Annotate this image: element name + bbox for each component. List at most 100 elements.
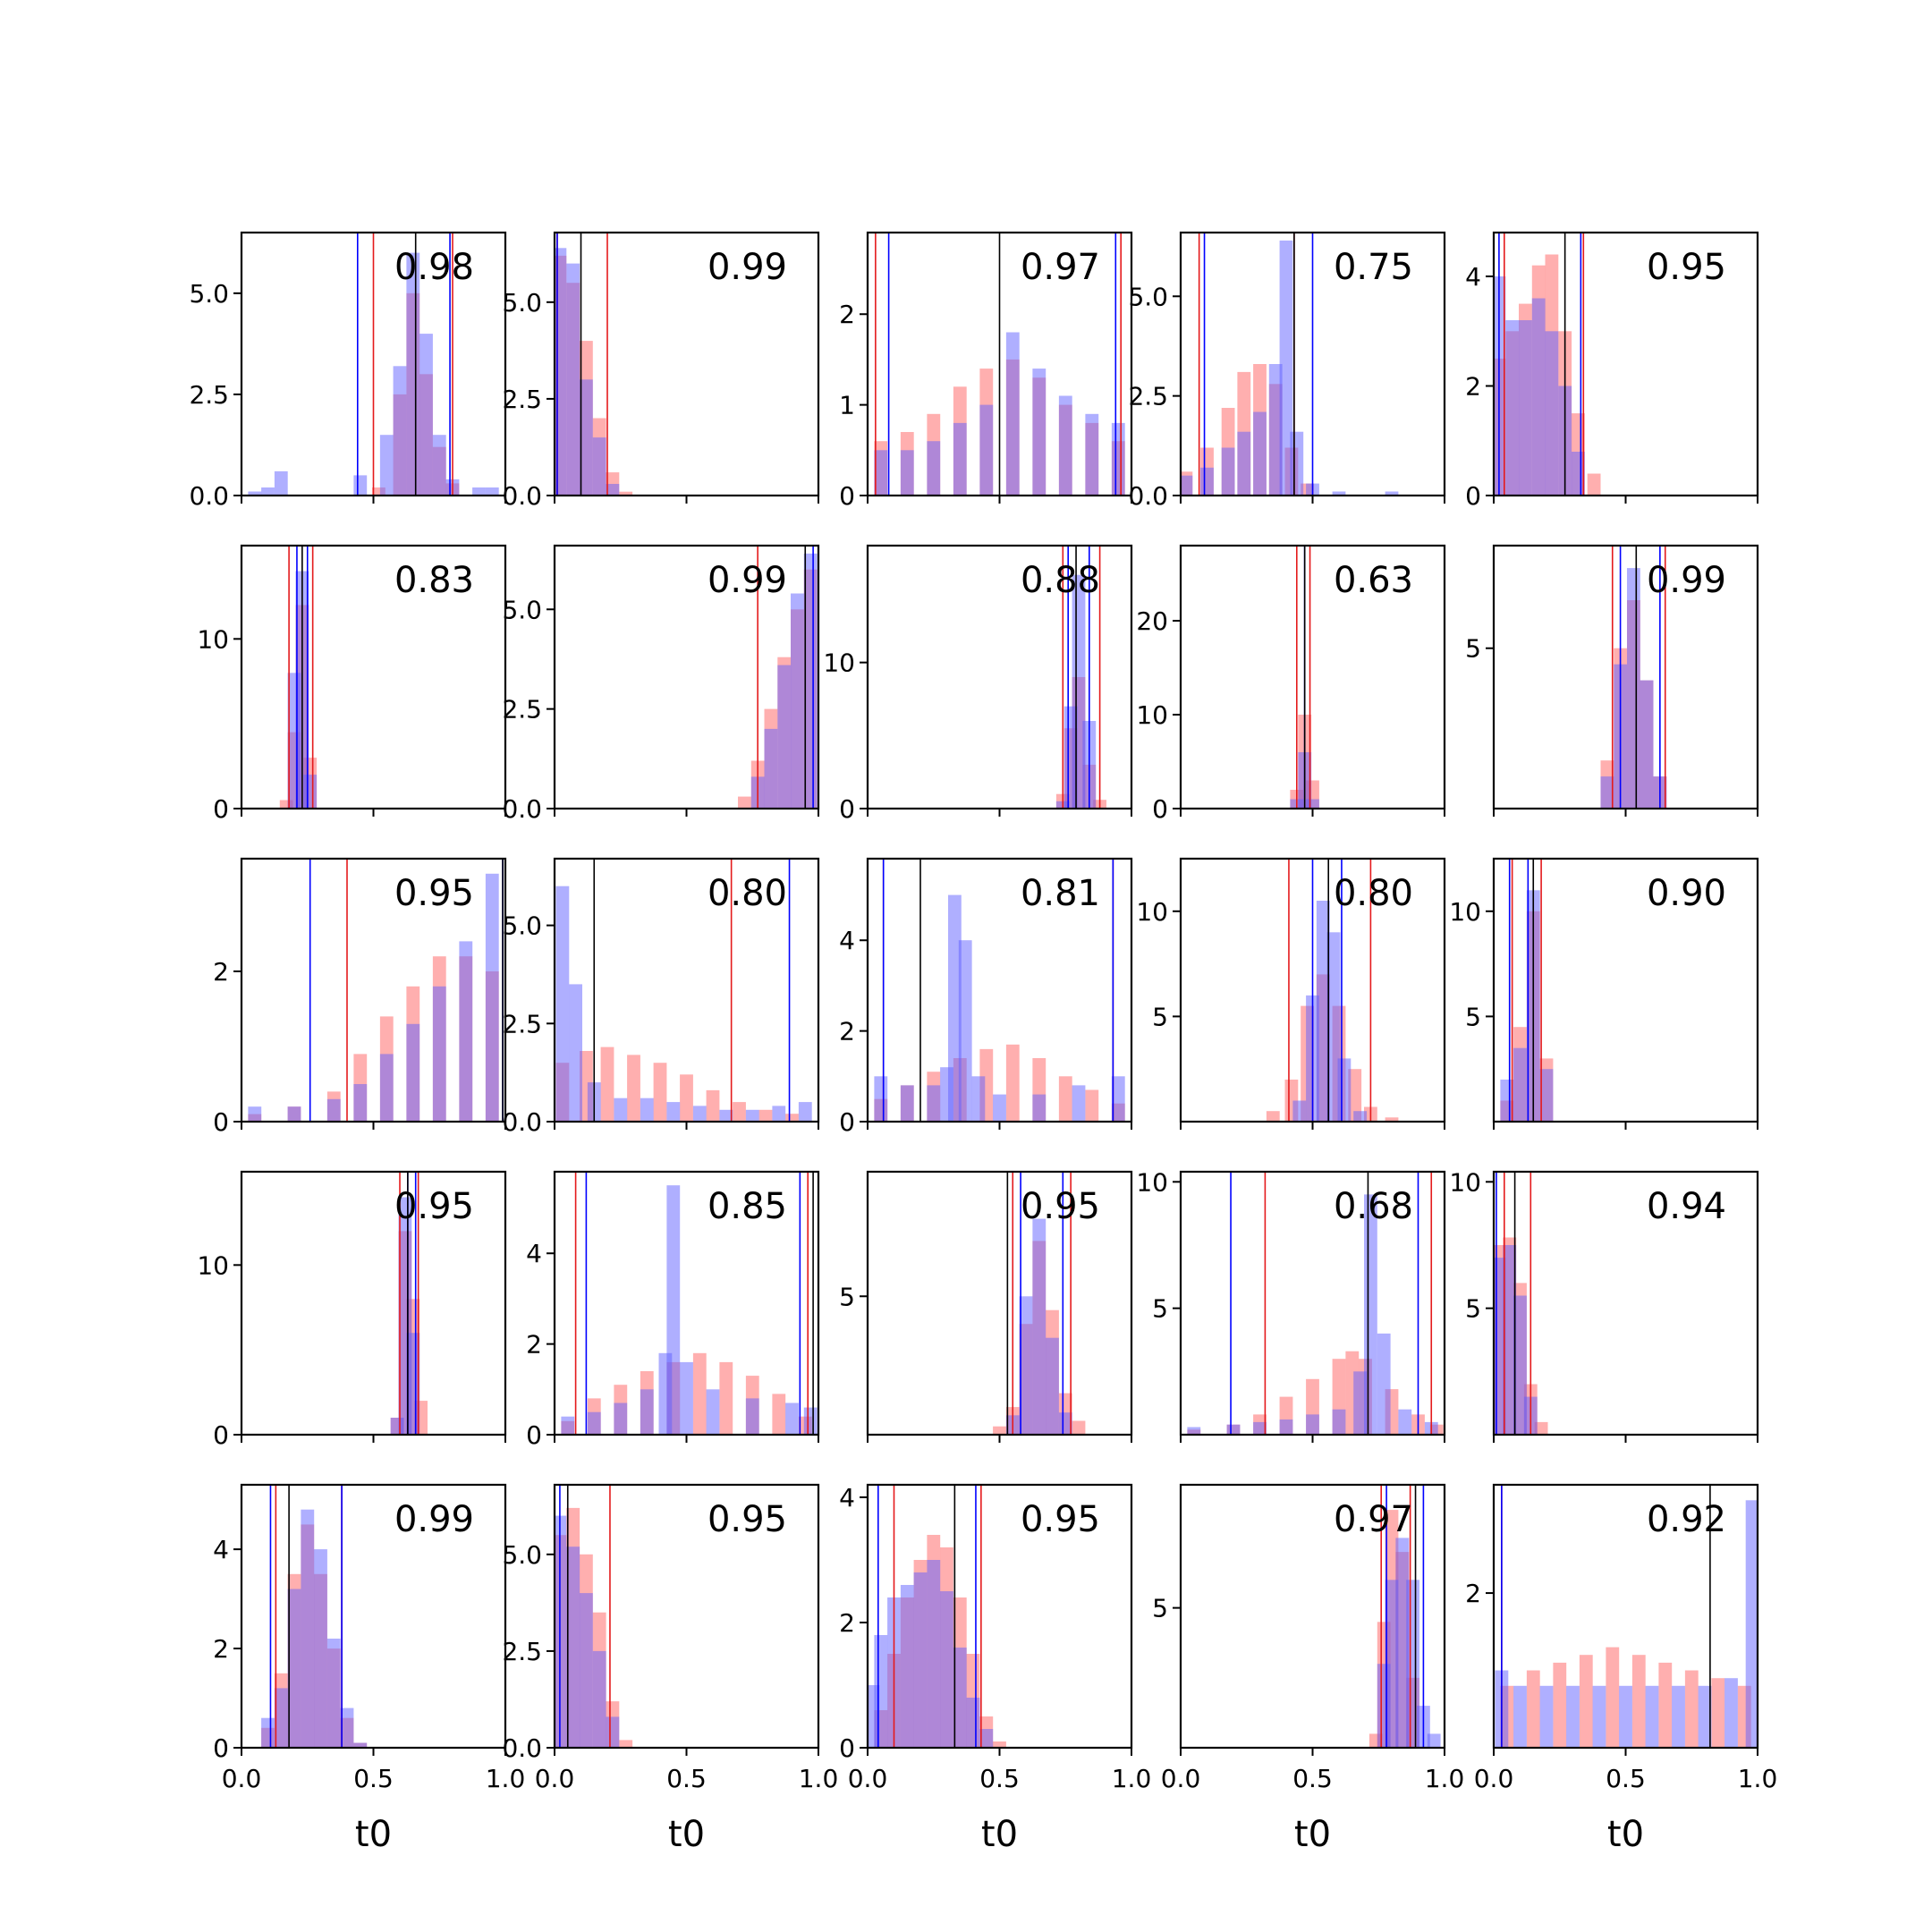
y-tick-label: 10 bbox=[823, 648, 855, 678]
blue-histogram-bar bbox=[379, 1054, 394, 1122]
blue-histogram-bar bbox=[592, 437, 606, 496]
subplot-14: 5 10 0.80 bbox=[1136, 857, 1446, 1130]
blue-histogram-bar bbox=[261, 487, 275, 496]
subplot-22: 0.0 2.5 5.0 0.0 0.5 1.0 0.95 t0 bbox=[502, 1483, 838, 1855]
y-tick-label: 2 bbox=[213, 1634, 229, 1664]
y-tick-label: 0 bbox=[526, 1420, 542, 1450]
y-tick-label: 4 bbox=[1465, 262, 1481, 292]
blue-histogram-bar bbox=[913, 1572, 928, 1748]
blue-histogram-bar bbox=[555, 248, 567, 496]
x-axis-label: t0 bbox=[355, 1814, 392, 1855]
y-tick-label: 4 bbox=[839, 1483, 855, 1513]
x-axis-label: t0 bbox=[1607, 1814, 1644, 1855]
y-tick-label: 5.0 bbox=[502, 288, 542, 318]
blue-histogram-bar bbox=[1539, 1069, 1554, 1122]
blue-histogram-bar bbox=[248, 1106, 262, 1122]
blue-histogram-bar bbox=[966, 1698, 980, 1748]
blue-histogram-bar bbox=[566, 1546, 580, 1748]
correlation-label: 0.97 bbox=[1021, 247, 1100, 288]
red-histogram-bar bbox=[600, 1046, 614, 1122]
blue-histogram-bar bbox=[459, 941, 473, 1122]
correlation-label: 0.94 bbox=[1647, 1186, 1726, 1227]
x-tick-label: 0.0 bbox=[535, 1764, 575, 1793]
blue-histogram-bar bbox=[666, 1185, 681, 1435]
red-histogram-bar bbox=[993, 1741, 1006, 1748]
y-tick-label: 0 bbox=[213, 1420, 229, 1450]
blue-histogram-bar bbox=[1181, 475, 1193, 496]
subplot-4: 0.0 2.5 5.0 0.75 bbox=[1128, 231, 1446, 511]
y-tick-label: 5.0 bbox=[502, 1540, 542, 1570]
red-histogram-bar bbox=[1587, 473, 1601, 496]
y-tick-label: 5 bbox=[1152, 1002, 1168, 1031]
subplot-12: 0.0 2.5 5.0 0.80 bbox=[502, 857, 820, 1137]
blue-histogram-bar bbox=[1592, 1685, 1606, 1748]
blue-histogram-bar bbox=[803, 1407, 818, 1435]
blue-histogram-bar bbox=[1503, 1245, 1517, 1435]
y-tick-label: 2.5 bbox=[502, 1637, 542, 1666]
correlation-label: 0.80 bbox=[708, 873, 787, 914]
blue-histogram-bar bbox=[1531, 298, 1546, 496]
red-histogram-bar bbox=[1058, 1076, 1072, 1122]
x-tick-label: 0.5 bbox=[1292, 1764, 1333, 1793]
blue-histogram-bar bbox=[1332, 1409, 1346, 1435]
red-histogram-bar bbox=[1534, 1421, 1548, 1435]
blue-histogram-bar bbox=[1221, 447, 1235, 496]
y-tick-label: 0 bbox=[1465, 481, 1481, 511]
red-histogram-bar bbox=[1526, 1670, 1540, 1748]
blue-histogram-bar bbox=[569, 984, 582, 1122]
blue-histogram-bar bbox=[1353, 1111, 1367, 1122]
correlation-label: 0.80 bbox=[1334, 873, 1413, 914]
correlation-label: 0.95 bbox=[394, 1186, 474, 1227]
red-histogram-bar bbox=[1684, 1670, 1699, 1748]
correlation-label: 0.99 bbox=[394, 1499, 474, 1540]
x-tick-label: 0.5 bbox=[1606, 1764, 1646, 1793]
blue-histogram-bar bbox=[1500, 1080, 1514, 1122]
y-tick-label: 5 bbox=[1152, 1594, 1168, 1623]
blue-histogram-bar bbox=[1316, 901, 1330, 1122]
y-tick-label: 2 bbox=[526, 1330, 542, 1360]
blue-histogram-bar bbox=[614, 1097, 628, 1122]
blue-histogram-bar bbox=[1645, 1685, 1659, 1748]
y-tick-label: 20 bbox=[1136, 606, 1168, 636]
blue-histogram-bar bbox=[287, 1106, 301, 1122]
blue-histogram-bar bbox=[971, 1076, 986, 1122]
correlation-label: 0.63 bbox=[1334, 560, 1413, 601]
blue-histogram-bar bbox=[248, 491, 262, 496]
blue-histogram-bar bbox=[1619, 1685, 1632, 1748]
blue-histogram-bar bbox=[927, 1560, 941, 1748]
red-histogram-bar bbox=[1005, 1044, 1020, 1122]
red-histogram-bar bbox=[1072, 1420, 1086, 1435]
correlation-label: 0.99 bbox=[708, 560, 787, 601]
blue-histogram-bar bbox=[1111, 1076, 1125, 1122]
blue-histogram-bar bbox=[666, 1102, 681, 1122]
correlation-label: 0.81 bbox=[1021, 873, 1100, 914]
blue-histogram-bar bbox=[900, 1085, 914, 1122]
blue-histogram-bar bbox=[1427, 1733, 1441, 1748]
blue-histogram-bar bbox=[555, 886, 570, 1122]
blue-histogram-bar bbox=[1566, 1685, 1580, 1748]
blue-histogram-bar bbox=[1627, 568, 1640, 809]
y-tick-label: 5.0 bbox=[502, 595, 542, 624]
x-axis-label: t0 bbox=[981, 1814, 1018, 1855]
correlation-label: 0.95 bbox=[708, 1499, 787, 1540]
red-histogram-bar bbox=[1553, 1662, 1567, 1748]
y-tick-label: 0 bbox=[839, 1107, 855, 1137]
subplot-16: 0 10 0.95 bbox=[197, 1170, 507, 1450]
blue-histogram-bar bbox=[1326, 932, 1341, 1122]
y-tick-label: 5 bbox=[839, 1282, 855, 1311]
x-tick-label: 1.0 bbox=[1738, 1764, 1778, 1793]
blue-histogram-bar bbox=[680, 1361, 693, 1435]
x-tick-label: 1.0 bbox=[486, 1764, 526, 1793]
y-tick-label: 5 bbox=[1465, 634, 1481, 664]
blue-histogram-bar bbox=[1545, 331, 1559, 496]
blue-histogram-bar bbox=[1364, 1194, 1377, 1435]
y-tick-label: 0 bbox=[839, 1733, 855, 1763]
subplot-9: 0 10 20 0.63 bbox=[1136, 544, 1446, 824]
y-tick-label: 4 bbox=[526, 1239, 542, 1268]
blue-histogram-bar bbox=[1513, 1047, 1527, 1122]
x-tick-label: 1.0 bbox=[1112, 1764, 1152, 1793]
red-histogram-bar bbox=[692, 1352, 707, 1435]
blue-histogram-bar bbox=[353, 1084, 368, 1122]
blue-histogram-bar bbox=[580, 1593, 593, 1748]
blue-histogram-bar bbox=[1253, 411, 1267, 496]
